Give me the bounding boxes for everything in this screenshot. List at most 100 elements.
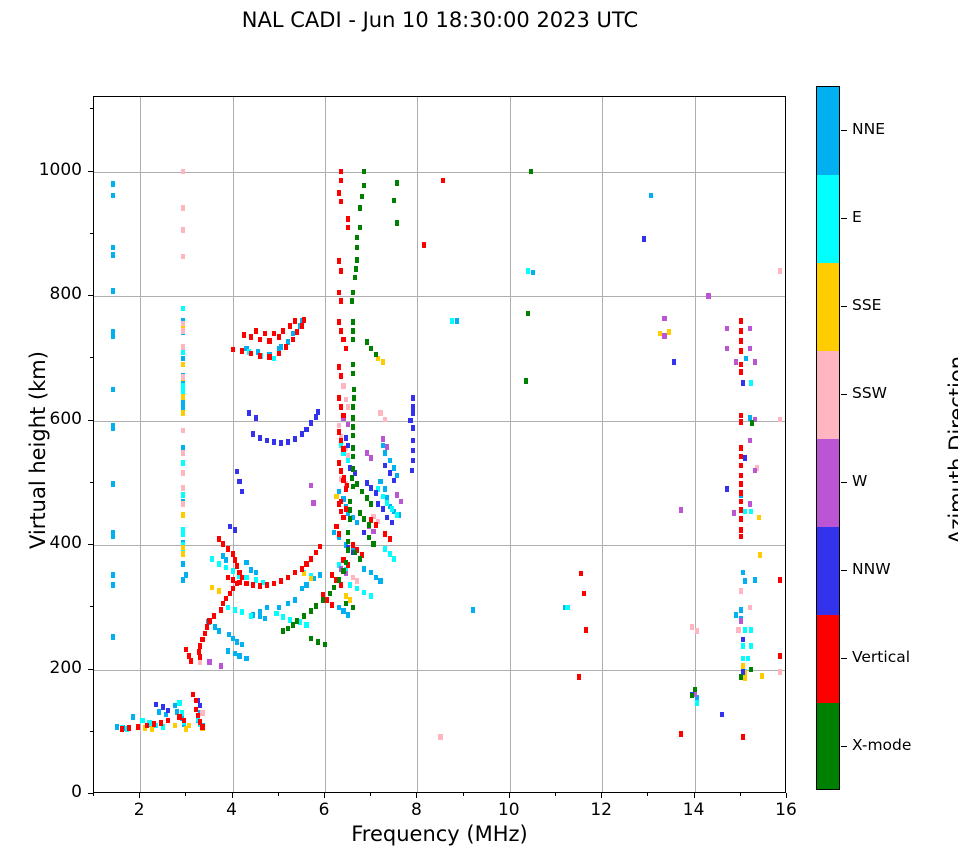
data-point-nne bbox=[341, 496, 346, 502]
data-point-nne bbox=[318, 572, 323, 578]
data-point-vertical bbox=[198, 654, 203, 660]
data-point-nnw bbox=[279, 440, 284, 446]
data-point-e bbox=[743, 508, 748, 515]
data-point-nne bbox=[648, 192, 653, 199]
y-gridline bbox=[94, 420, 785, 422]
colorbar-tick bbox=[841, 394, 847, 396]
data-point-x-mode bbox=[355, 234, 360, 241]
colorbar-band-nne[interactable] bbox=[817, 87, 839, 176]
colorbar-band-nnw[interactable] bbox=[817, 527, 839, 616]
data-point-vertical bbox=[339, 467, 344, 474]
data-point-nne bbox=[292, 597, 298, 603]
data-point-nne bbox=[454, 318, 459, 324]
data-point-vertical bbox=[422, 242, 427, 248]
data-point-x-mode bbox=[523, 377, 529, 384]
data-point-x-mode bbox=[357, 509, 362, 516]
colorbar[interactable] bbox=[816, 86, 840, 790]
data-point-w bbox=[706, 293, 711, 299]
colorbar-band-ssw[interactable] bbox=[817, 351, 839, 440]
data-point-vertical bbox=[343, 345, 348, 352]
data-point-nnw bbox=[346, 442, 351, 449]
colorbar-band-sse[interactable] bbox=[817, 263, 839, 352]
data-point-vertical bbox=[342, 475, 347, 481]
data-point-sse bbox=[172, 722, 177, 729]
data-point-nnw bbox=[380, 506, 385, 512]
data-point-nne bbox=[563, 604, 568, 611]
data-point-x-mode bbox=[350, 289, 355, 296]
colorbar-band-e[interactable] bbox=[817, 175, 839, 264]
data-point-vertical bbox=[738, 507, 743, 513]
data-point-nnw bbox=[285, 438, 291, 445]
colorbar-band-x-mode[interactable] bbox=[817, 703, 839, 789]
data-point-e bbox=[341, 450, 346, 456]
y-tick-label: 1000 bbox=[38, 159, 82, 180]
data-point-nnw bbox=[304, 426, 309, 433]
y-tick-label: 600 bbox=[49, 408, 82, 429]
data-point-nne bbox=[115, 723, 120, 730]
data-point-nne bbox=[311, 575, 316, 582]
data-point-vertical bbox=[336, 429, 341, 435]
y-tick-minor bbox=[90, 481, 93, 483]
data-point-nne bbox=[180, 445, 185, 451]
data-point-nne bbox=[382, 486, 388, 492]
data-point-nne bbox=[378, 478, 383, 485]
x-tick-minor bbox=[647, 793, 649, 796]
data-point-vertical bbox=[244, 580, 249, 587]
data-point-sse bbox=[184, 726, 189, 733]
data-point-e bbox=[348, 582, 353, 588]
data-point-e bbox=[748, 380, 754, 387]
data-point-vertical bbox=[329, 572, 334, 578]
data-point-vertical bbox=[205, 624, 210, 630]
data-point-vertical bbox=[151, 721, 157, 728]
data-point-e bbox=[694, 700, 699, 706]
data-point-sse bbox=[180, 550, 185, 557]
data-point-nnw bbox=[382, 462, 388, 469]
data-point-e bbox=[343, 567, 348, 573]
data-point-e bbox=[392, 555, 397, 562]
data-point-x-mode bbox=[364, 494, 369, 501]
data-point-vertical bbox=[345, 482, 350, 489]
data-point-vertical bbox=[369, 517, 374, 523]
data-point-e bbox=[369, 593, 374, 599]
data-point-e bbox=[748, 508, 754, 515]
data-point-nne bbox=[226, 631, 231, 638]
data-point-vertical bbox=[325, 597, 330, 603]
data-point-vertical bbox=[212, 613, 217, 619]
y-tick bbox=[88, 419, 93, 421]
x-tick-minor bbox=[370, 793, 372, 796]
data-point-vertical bbox=[341, 446, 346, 453]
data-point-vertical bbox=[336, 319, 341, 326]
data-point-ssw bbox=[180, 328, 185, 334]
data-point-ssw bbox=[355, 578, 360, 584]
data-point-x-mode bbox=[362, 168, 367, 175]
data-point-nne bbox=[179, 715, 184, 721]
data-point-vertical bbox=[258, 336, 263, 343]
data-point-vertical bbox=[318, 543, 323, 550]
data-point-x-mode bbox=[371, 541, 376, 547]
data-point-vertical bbox=[221, 541, 226, 547]
data-point-nnw bbox=[369, 485, 374, 491]
data-point-x-mode bbox=[373, 351, 378, 358]
plot-area[interactable] bbox=[93, 96, 786, 793]
data-point-e bbox=[260, 579, 265, 586]
data-point-vertical bbox=[267, 354, 272, 360]
data-point-vertical bbox=[302, 316, 307, 323]
data-point-w bbox=[731, 509, 736, 516]
data-point-sse bbox=[348, 597, 353, 603]
data-point-nnw bbox=[376, 501, 381, 507]
data-point-e bbox=[244, 574, 249, 581]
x-tick-label: 6 bbox=[318, 800, 330, 820]
data-point-nnw bbox=[387, 470, 392, 476]
data-point-nne bbox=[111, 288, 116, 294]
data-point-x-mode bbox=[692, 686, 697, 693]
data-point-vertical bbox=[295, 329, 300, 336]
colorbar-band-w[interactable] bbox=[817, 439, 839, 528]
colorbar-band-vertical[interactable] bbox=[817, 615, 839, 704]
data-point-nne bbox=[343, 542, 348, 548]
data-point-w bbox=[662, 315, 667, 322]
data-point-x-mode bbox=[349, 298, 354, 304]
data-point-vertical bbox=[158, 720, 164, 726]
x-tick-label: 16 bbox=[775, 800, 797, 820]
data-point-ssw bbox=[180, 344, 185, 350]
data-point-vertical bbox=[239, 348, 244, 354]
